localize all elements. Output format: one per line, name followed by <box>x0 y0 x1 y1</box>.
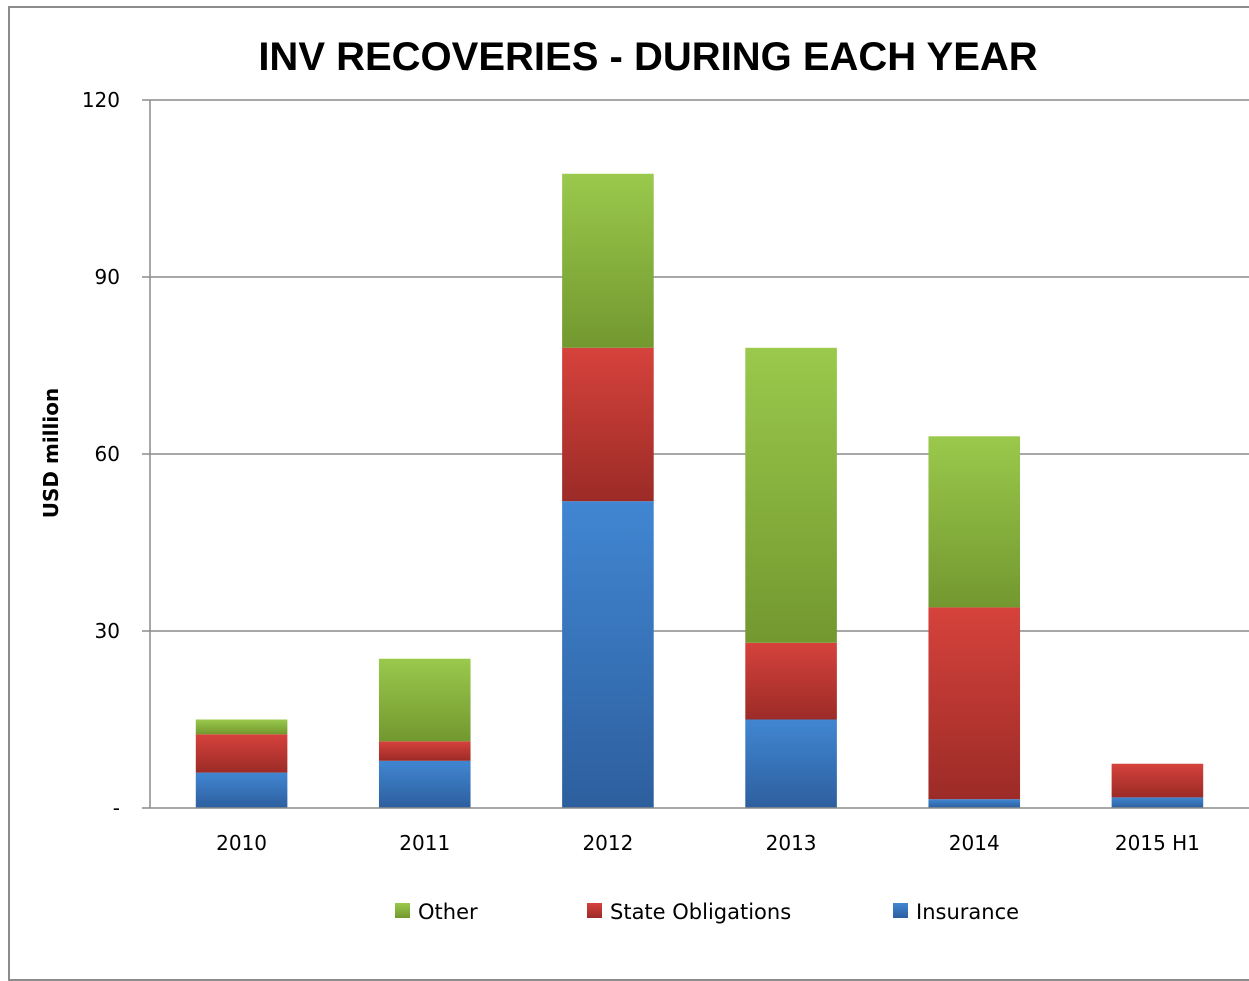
bar-state-obligations-2014 <box>928 607 1021 800</box>
bar-other-2011 <box>378 658 471 742</box>
legend-swatch-state-obligations <box>587 903 602 918</box>
y-tick-label: 120 <box>82 88 120 112</box>
x-tick-label: 2014 <box>949 831 1000 855</box>
y-tick-label: - <box>113 796 120 820</box>
chart-title: INV RECOVERIES - DURING EACH YEAR <box>258 35 1037 79</box>
bar-other-2013 <box>745 347 837 643</box>
x-tick-label: 2013 <box>766 831 817 855</box>
y-tick-label: 60 <box>95 442 120 466</box>
x-tick-label: 2011 <box>399 831 450 855</box>
legend-swatch-other <box>395 903 410 918</box>
bar-state-obligations-2013 <box>745 642 837 720</box>
bar-state-obligations-2011 <box>378 741 471 761</box>
bar-state-obligations-2015-h1 <box>1111 763 1204 798</box>
bar-other-2012 <box>562 173 654 348</box>
legend-swatch-insurance <box>893 903 908 918</box>
y-axis-label: USD million <box>39 388 63 518</box>
x-tick-label: 2012 <box>582 831 633 855</box>
bar-insurance-2014 <box>928 799 1021 808</box>
legend-label-state-obligations: State Obligations <box>610 900 791 924</box>
bar-insurance-2011 <box>378 760 471 808</box>
bar-insurance-2010 <box>195 772 288 808</box>
x-tick-label: 2015 H1 <box>1115 831 1200 855</box>
legend-label-other: Other <box>418 900 478 924</box>
x-tick-label: 2010 <box>216 831 267 855</box>
bar-state-obligations-2010 <box>195 734 288 773</box>
bar-other-2010 <box>195 719 288 735</box>
bar-state-obligations-2012 <box>562 347 654 502</box>
bar-insurance-2013 <box>745 719 837 808</box>
legend-label-insurance: Insurance <box>916 900 1019 924</box>
y-tick-label: 30 <box>95 619 120 643</box>
bar-insurance-2012 <box>562 501 654 808</box>
bar-insurance-2015-h1 <box>1111 797 1204 808</box>
bar-other-2014 <box>928 436 1021 608</box>
y-tick-label: 90 <box>95 265 120 289</box>
